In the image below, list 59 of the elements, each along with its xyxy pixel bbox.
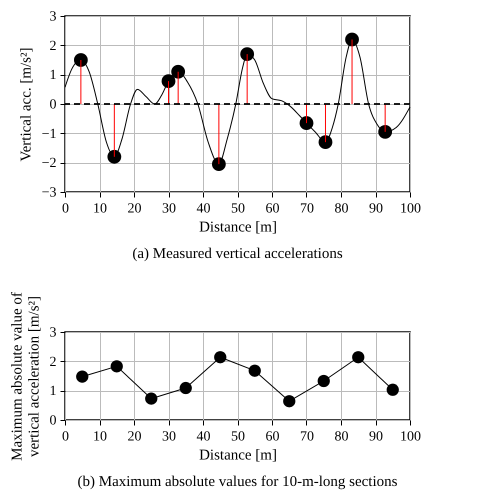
y-tick-label: −1 — [42, 126, 56, 142]
point — [212, 157, 226, 172]
point — [318, 135, 332, 150]
x-tick-label: 30 — [162, 430, 176, 444]
point — [300, 116, 314, 130]
y-tick-label: 0 — [50, 414, 56, 428]
y-tick-label: 3 — [50, 326, 56, 340]
text: (a) Measured vertical accelerations — [132, 246, 343, 262]
point — [378, 124, 392, 139]
x-tick-label: 100 — [400, 430, 421, 444]
point — [248, 364, 261, 377]
x-tick-label: 10 — [93, 430, 107, 444]
x-tick-label: 60 — [266, 202, 280, 216]
point — [107, 150, 122, 164]
x-tick-label: 40 — [196, 202, 210, 216]
y-tick-label: −3 — [42, 186, 56, 200]
point — [386, 384, 399, 396]
x-tick-label: 90 — [369, 202, 383, 216]
point — [283, 395, 296, 408]
point — [162, 74, 176, 88]
y-tick-label: −2 — [42, 156, 56, 172]
point — [352, 351, 364, 364]
x-tick-label: 20 — [128, 202, 142, 216]
x-axis-title: Distance [m] — [199, 220, 277, 236]
x-tick-label: 50 — [231, 430, 245, 444]
point — [318, 374, 330, 388]
point — [110, 360, 123, 372]
x-tick-label: 40 — [196, 430, 210, 444]
x-tick-label: 0 — [62, 430, 69, 444]
point — [76, 370, 88, 383]
x-axis-title: Distance [m] — [199, 448, 277, 464]
y-tick-label: 2 — [50, 38, 56, 54]
y-tick-label: 2 — [50, 354, 56, 370]
point — [345, 32, 359, 46]
point — [240, 47, 254, 62]
y-axis-title: Maximum absolute value of vertical acceleration [m/s²] — [10, 292, 42, 461]
x-tick-label: 70 — [300, 202, 314, 216]
x-tick-label: 70 — [300, 430, 314, 444]
x-tick-label: 90 — [369, 430, 383, 444]
x-tick-label: 60 — [266, 430, 280, 444]
x-tick-label: 10 — [93, 202, 107, 216]
text: (b) Maximum absolute values for 10-m-long sections — [78, 474, 398, 490]
x-tick-label: 80 — [334, 202, 348, 216]
y-tick-label: 0 — [50, 98, 56, 112]
x-tick-label: 30 — [162, 202, 176, 216]
point — [145, 392, 158, 405]
x-tick-label: 0 — [62, 202, 69, 216]
point — [180, 382, 192, 394]
x-tick-label: 100 — [400, 202, 421, 216]
x-tick-label: 50 — [231, 202, 245, 216]
y-axis-title: Vertical acc. [m/s²] — [18, 47, 35, 162]
y-tick-label: 1 — [50, 68, 56, 84]
x-tick-label: 20 — [128, 430, 142, 444]
point — [214, 351, 226, 364]
point — [74, 53, 88, 67]
y-tick-label: 3 — [50, 10, 56, 24]
x-tick-label: 80 — [334, 430, 348, 444]
point — [171, 64, 186, 79]
y-tick-label: 1 — [50, 384, 56, 400]
